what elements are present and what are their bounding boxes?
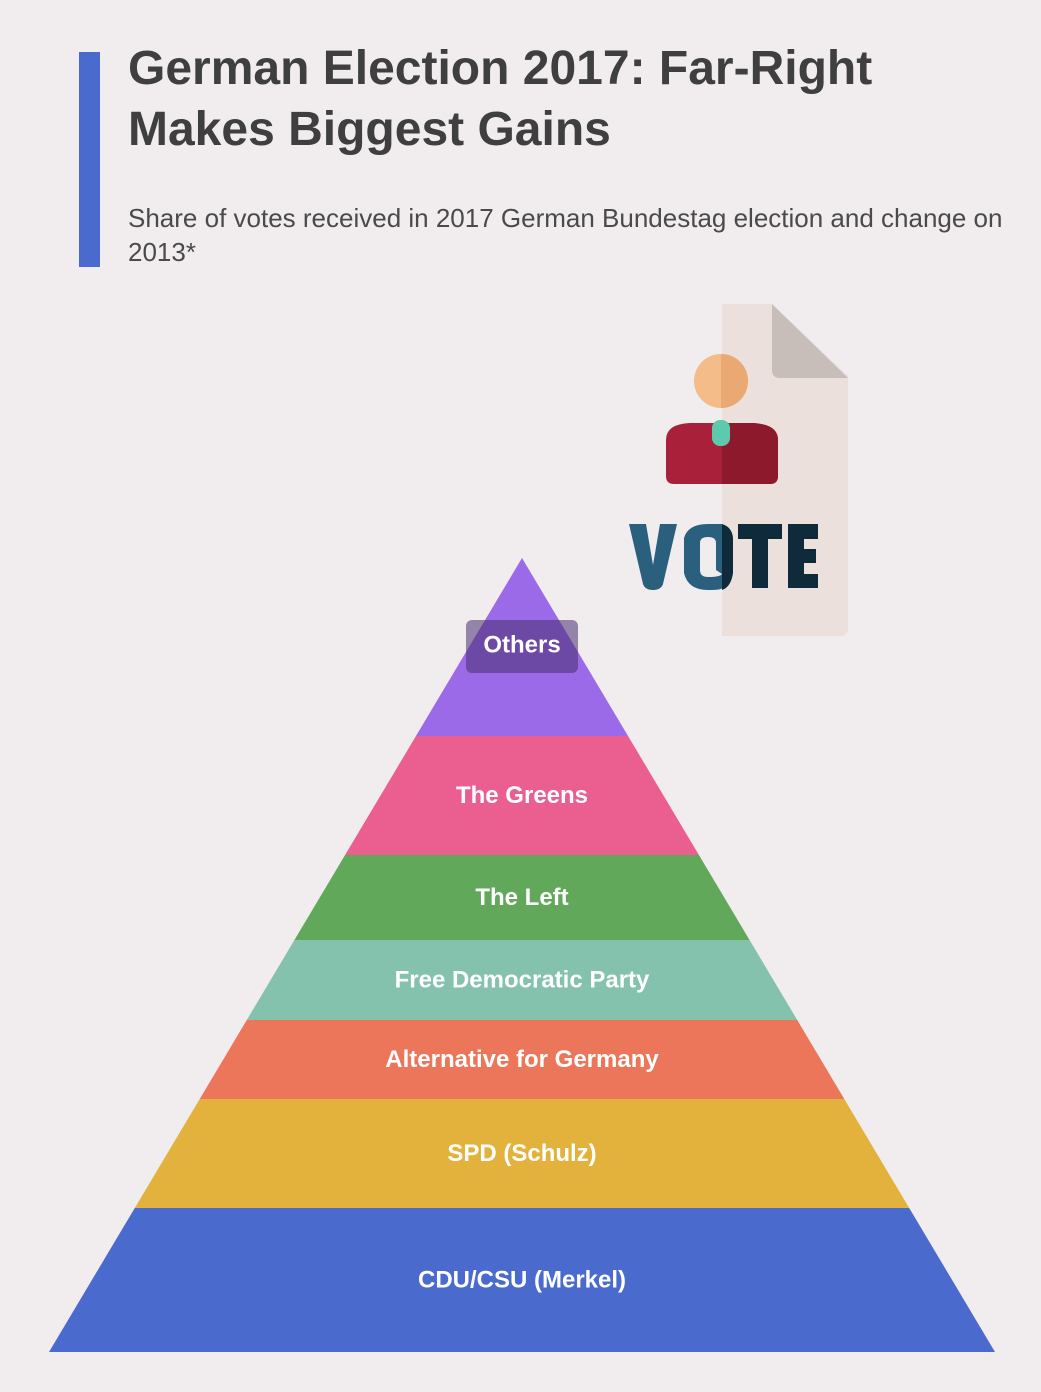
title-accent-bar [79, 52, 100, 267]
chart-subtitle: Share of votes received in 2017 German B… [128, 203, 1003, 267]
chart-title: German Election 2017: Far-Right Makes Bi… [128, 42, 873, 156]
pyramid-segment-spd-schulz [134, 1099, 910, 1208]
segment-label-cdu-csu-merkel: CDU/CSU (Merkel) [418, 1267, 626, 1294]
segment-label-free-democratic-party: Free Democratic Party [395, 967, 650, 994]
pyramid-segment-cdu-csu-merkel [49, 1208, 995, 1352]
pyramid-segment-free-democratic-party [246, 940, 798, 1020]
pyramid-segment-the-greens [345, 736, 699, 855]
segment-label-spd-schulz: SPD (Schulz) [447, 1140, 596, 1167]
segment-label-others: Others [483, 632, 560, 659]
pyramid-segment-alternative-for-germany [199, 1020, 845, 1099]
segment-label-alternative-for-germany: Alternative for Germany [385, 1046, 659, 1073]
segment-label-highlight [466, 620, 578, 673]
vote-ballot-icon [629, 304, 848, 636]
segment-label-the-left: The Left [475, 884, 568, 911]
segment-label-the-greens: The Greens [456, 782, 588, 809]
pyramid-segment-the-left [294, 855, 750, 940]
